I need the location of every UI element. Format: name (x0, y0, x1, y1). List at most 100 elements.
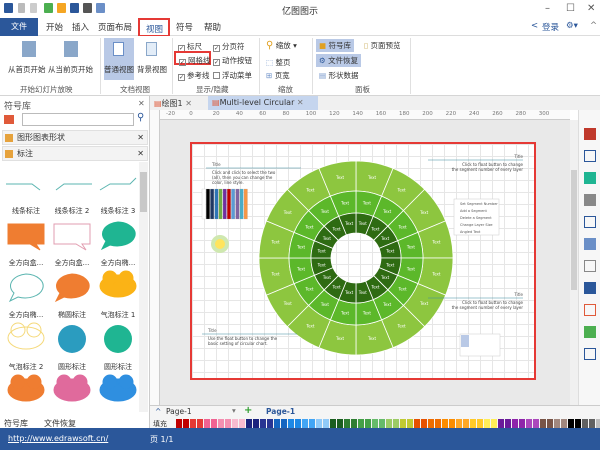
color-swatch[interactable] (267, 419, 273, 428)
color-swatch[interactable] (505, 419, 511, 428)
multi-level-circular-diagram[interactable]: TextTextTextTextTextTextTextTextTextText… (192, 144, 534, 378)
color-swatch[interactable] (281, 419, 287, 428)
tab-file-recovery[interactable]: 文件恢复 (44, 419, 76, 428)
page-width-button[interactable]: ⊞ 页宽 (266, 70, 290, 81)
guides-checkbox[interactable]: ✓ 参考线 (178, 71, 210, 81)
color-swatch[interactable] (533, 419, 539, 428)
color-swatch[interactable] (386, 419, 392, 428)
slideshow-from-current-button[interactable]: 从当前页开始 (48, 65, 93, 74)
color-swatch[interactable] (316, 419, 322, 428)
shape-item[interactable]: 气泡标注 2 (4, 322, 48, 372)
tab-close-icon[interactable]: ✕ (296, 98, 304, 107)
fill-icon[interactable] (584, 128, 596, 140)
menu-view-highlight[interactable]: 视图 (138, 18, 170, 37)
category-close-icon[interactable]: ✕ (137, 149, 144, 158)
color-swatch[interactable] (344, 419, 350, 428)
tab-close-icon[interactable]: ✕ (185, 99, 192, 108)
floating-context-menu[interactable]: Set Segment Number Add a Segment Delete a … (453, 198, 500, 236)
color-picker-swatch[interactable] (206, 188, 210, 220)
color-swatch[interactable] (435, 419, 441, 428)
color-swatch[interactable] (582, 419, 588, 428)
export-icon[interactable] (96, 3, 105, 13)
color-swatch[interactable] (400, 419, 406, 428)
grid-checkbox[interactable]: ✓ 网格线 (174, 51, 211, 66)
color-swatch[interactable] (211, 419, 217, 428)
color-swatch[interactable] (491, 419, 497, 428)
text-tool-icon[interactable] (461, 335, 469, 347)
color-picker-swatch[interactable] (239, 188, 244, 220)
tab-symbol-library[interactable]: 符号库 (4, 419, 28, 428)
color-picker-swatch[interactable] (201, 188, 206, 220)
color-swatch[interactable] (232, 419, 238, 428)
color-picker-swatch[interactable] (210, 188, 214, 220)
category-close-icon[interactable]: ✕ (137, 133, 144, 142)
color-picker-swatch[interactable] (218, 188, 223, 220)
color-swatch[interactable] (428, 419, 434, 428)
page-preview-button[interactable]: ▯ 页面预览 (364, 40, 401, 51)
color-swatch[interactable] (295, 419, 301, 428)
color-picker-swatch[interactable] (231, 188, 236, 220)
shape-item[interactable]: 全方向椭... (96, 218, 138, 268)
color-swatch[interactable] (547, 419, 553, 428)
color-swatch[interactable] (225, 419, 231, 428)
maximize-button[interactable]: ☐ (566, 3, 575, 14)
new-icon[interactable] (44, 3, 53, 13)
color-swatch[interactable] (589, 419, 595, 428)
color-swatch[interactable] (561, 419, 567, 428)
shape-icon[interactable] (584, 172, 596, 184)
undo-icon[interactable] (18, 3, 25, 13)
background-view-button[interactable]: 背景视图 (137, 65, 167, 74)
color-swatch[interactable] (393, 419, 399, 428)
color-swatch[interactable] (442, 419, 448, 428)
color-swatch[interactable] (288, 419, 294, 428)
page-break-checkbox[interactable]: ✓ 分页符 (213, 42, 245, 52)
shape-item[interactable]: 全方向椭... (4, 270, 48, 320)
color-swatch[interactable] (596, 419, 600, 428)
menu-view[interactable]: 视图 (146, 25, 164, 35)
file-recovery-button[interactable]: ⚙ 文件恢复 (316, 54, 362, 67)
library-button[interactable]: ■ 符号库 (316, 39, 354, 52)
shape-item[interactable]: 椭圆标注 (50, 270, 94, 320)
collapse-icon[interactable]: ^ (155, 407, 162, 416)
ring-segment[interactable] (338, 212, 357, 236)
color-swatch[interactable] (358, 419, 364, 428)
color-picker-swatch[interactable] (227, 188, 231, 220)
search-icon[interactable]: ⚲ (137, 112, 145, 123)
color-picker-swatch[interactable] (243, 188, 248, 220)
collapse-ribbon-icon[interactable]: ^ (590, 21, 598, 31)
layers-icon[interactable] (584, 194, 596, 206)
menu-start[interactable]: 开始 (46, 23, 64, 33)
shape-item[interactable]: 云状标注 2 (50, 374, 94, 412)
doc-tab-drawing1[interactable]: ▤绘图1 ✕ (154, 98, 192, 109)
color-swatch[interactable] (337, 419, 343, 428)
color-swatch[interactable] (260, 419, 266, 428)
menu-symbol[interactable]: 符号 (176, 23, 194, 33)
color-swatch[interactable] (512, 419, 518, 428)
context-menu-item[interactable]: Add a Segment (460, 209, 488, 213)
color-swatch[interactable] (204, 419, 210, 428)
library-menu-icon[interactable] (4, 115, 14, 124)
shape-item[interactable]: 全方向盒... (4, 218, 48, 268)
color-picker-swatch[interactable] (235, 188, 240, 220)
shape-item[interactable]: 线条标注 3 (96, 166, 138, 216)
slideshow-from-first-button[interactable]: 从首页开始 (8, 65, 46, 74)
color-swatch[interactable] (246, 419, 252, 428)
color-picker-swatch[interactable] (222, 188, 227, 220)
drawing-page[interactable]: Text Text Text Text Text Text Text Text Text Text… (190, 142, 536, 380)
action-button-checkbox[interactable]: ✓ 动作按钮 (213, 56, 252, 66)
color-swatch[interactable] (477, 419, 483, 428)
save-icon[interactable] (70, 3, 79, 13)
comment-icon[interactable] (584, 326, 596, 338)
color-swatch[interactable] (330, 419, 336, 428)
color-swatch[interactable] (218, 419, 224, 428)
context-menu-item[interactable]: Angled Text (460, 230, 481, 234)
shape-item[interactable]: 圆形标注 (96, 322, 138, 372)
color-swatch[interactable] (372, 419, 378, 428)
color-swatch[interactable] (183, 419, 189, 428)
login-link[interactable]: 登录 (542, 23, 560, 33)
annotation[interactable]: Title Click to float button to changethe … (428, 154, 524, 172)
color-swatch[interactable] (414, 419, 420, 428)
color-swatch[interactable] (190, 419, 196, 428)
color-swatch[interactable] (456, 419, 462, 428)
hyperlink-icon[interactable] (584, 304, 596, 316)
